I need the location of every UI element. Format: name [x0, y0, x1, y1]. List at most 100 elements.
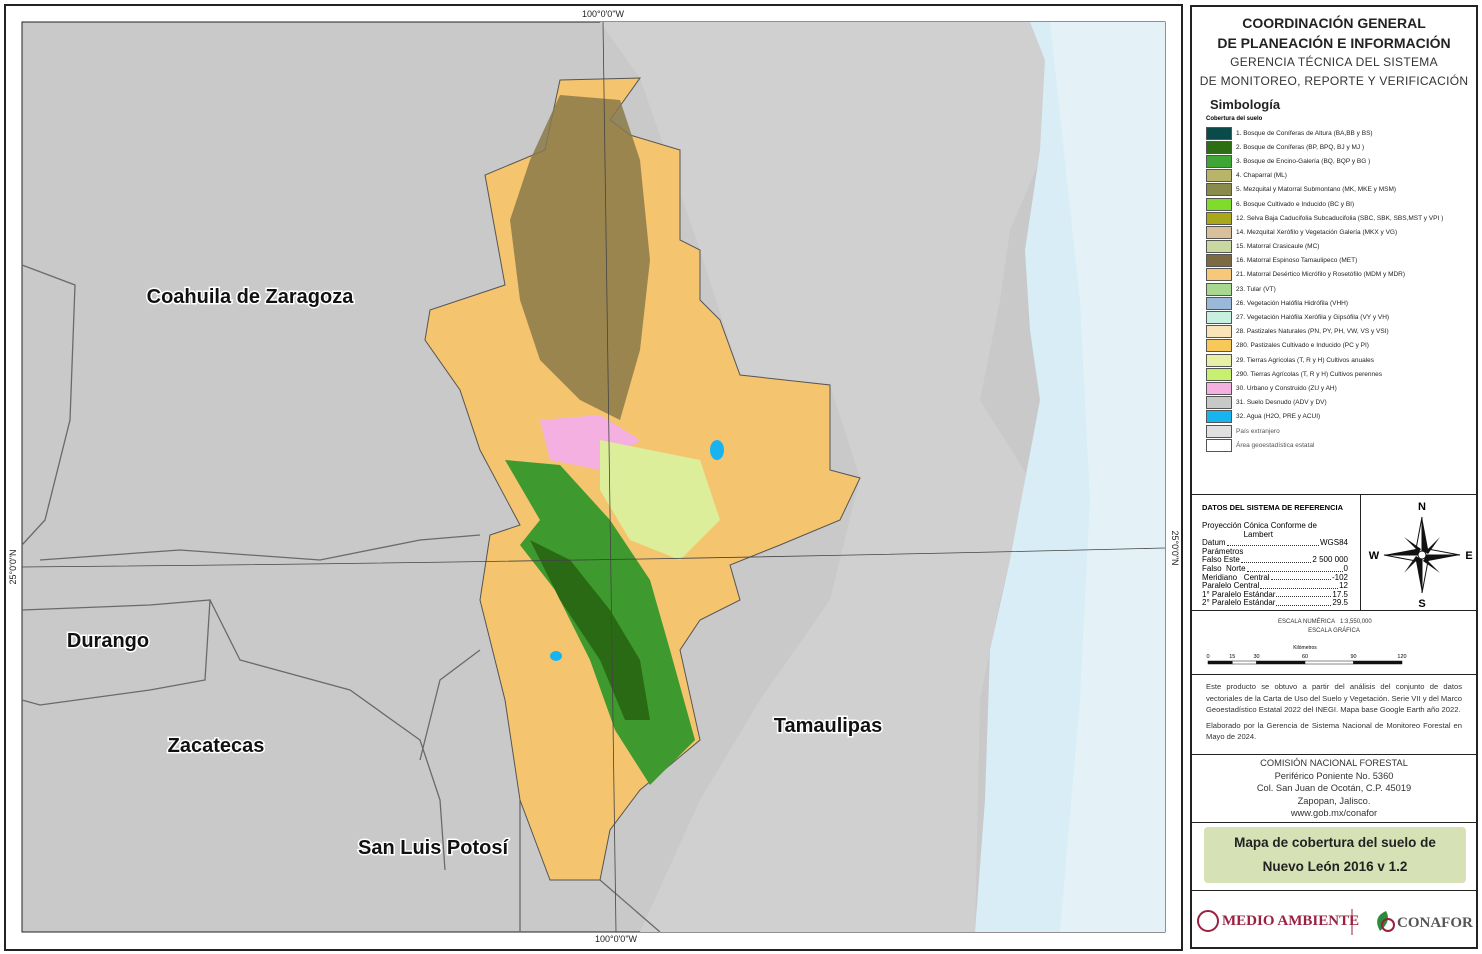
reference-label: Meridiano Central [1202, 572, 1270, 582]
state-label: San Luis Potosí [358, 837, 509, 859]
matorral-patch [510, 95, 650, 420]
reference-value: 0 [1343, 563, 1348, 573]
legend-item: 280. Pastizales Cultivado e Inducido (PC… [1206, 339, 1476, 353]
legend-swatch [1206, 311, 1232, 325]
notes-section: Este producto se obtuvo a partir del aná… [1192, 675, 1476, 755]
legend-swatch [1206, 438, 1232, 452]
reference-label: Falso Norte [1202, 563, 1246, 573]
legend-swatch [1206, 183, 1232, 197]
reference-value: 2 500 000 [1312, 555, 1348, 565]
reference-label: Proyección [1202, 521, 1242, 530]
leader [1260, 582, 1339, 589]
scale-segment [1207, 660, 1233, 665]
legend-item: 2. Bosque de Coníferas (BP, BPQ, BJ y MJ… [1206, 140, 1476, 154]
map-title: Mapa de cobertura del suelo de Nuevo Leó… [1204, 827, 1466, 883]
legend-swatch [1206, 367, 1232, 381]
grid-labels: 100°0'0"W 100°0'0"W 25°0'0"N 25°0'0"N [8, 9, 1180, 944]
legend-swatch [1206, 254, 1232, 268]
legend-item: 6. Bosque Cultivado e Inducido (BC y BI) [1206, 197, 1476, 211]
scale-tick-label: 0 [1206, 654, 1209, 660]
legend-item: 14. Mezquital Xerófilo y Vegetación Gale… [1206, 225, 1476, 239]
compass-n: N [1418, 501, 1426, 513]
legend-item: 23. Tular (VT) [1206, 282, 1476, 296]
legend-item: 16. Matorral Espinoso Tamaulipeco (MET) [1206, 254, 1476, 268]
leader [1240, 556, 1312, 563]
legend-swatch [1206, 240, 1232, 254]
scale-tick-label: 120 [1397, 654, 1406, 660]
reference-value: -102 [1331, 572, 1348, 582]
leader [1276, 599, 1332, 606]
scale-tick-label: 90 [1350, 654, 1356, 660]
scale-graphic-label: ESCALA GRÁFICA [1308, 628, 1360, 634]
legend-label: 290. Tierras Agrícolas (T, R y H) Cultiv… [1236, 370, 1382, 378]
reference-label: Parámetros [1202, 546, 1244, 556]
legend-item: 12. Selva Baja Caducifolia Subcaducifoli… [1206, 211, 1476, 225]
legend-label: 12. Selva Baja Caducifolia Subcaducifoli… [1236, 214, 1444, 222]
legend-label: 6. Bosque Cultivado e Inducido (BC y BI) [1236, 200, 1355, 208]
address-line: COMISIÓN NACIONAL FORESTAL [1260, 758, 1408, 768]
compass-w: W [1369, 550, 1380, 562]
grid-label: 25°0'0"N [8, 549, 18, 584]
legend-subtitle: Cobertura del suelo [1206, 116, 1263, 122]
header: COORDINACIÓN GENERAL DE PLANEACIÓN E INF… [1192, 13, 1476, 91]
legend-label: 4. Chaparral (ML) [1236, 172, 1287, 180]
reference-value: 17.5 [1332, 589, 1348, 599]
reference-value: 29.5 [1332, 598, 1348, 608]
reference-row: 2° Paralelo Estándar 29.5 [1202, 599, 1348, 608]
legend-item: 290. Tierras Agrícolas (T, R y H) Cultiv… [1206, 367, 1476, 381]
scale-segment [1304, 660, 1354, 665]
legend-item: País extranjero [1206, 424, 1476, 438]
title-line: Nuevo León 2016 v 1.2 [1262, 859, 1408, 874]
legend-swatch [1206, 296, 1232, 310]
tamaulipas [600, 22, 1165, 932]
legend-item: 29. Tierras Agrícolas (T, R y H) Cultivo… [1206, 353, 1476, 367]
grid-label: 100°0'0"W [595, 934, 638, 944]
reference-value: Cónica Conforme de Lambert [1243, 521, 1317, 539]
agri-patch [600, 440, 720, 560]
legend-swatch [1206, 410, 1232, 424]
reference-row: Paralelo Central 12 [1202, 582, 1348, 591]
state-labels: Coahuila de Zaragoza Durango Zacatecas S… [65, 285, 883, 861]
legend-label: 14. Mezquital Xerófilo y Vegetación Gale… [1236, 228, 1398, 236]
compass-s: S [1418, 598, 1425, 609]
grid-label: 100°0'0"W [582, 9, 625, 19]
legend-label: 5. Mezquital y Matorral Submontano (MK, … [1236, 186, 1397, 194]
legend-item: 5. Mezquital y Matorral Submontano (MK, … [1206, 183, 1476, 197]
title-section: Mapa de cobertura del suelo de Nuevo Leó… [1192, 823, 1476, 891]
reference-value: WGS84 [1319, 538, 1348, 548]
legend-label: Área geoestadística estatal [1236, 441, 1315, 449]
scale-tick-label: 60 [1302, 654, 1308, 660]
compass-e: E [1465, 550, 1472, 562]
reference-row: 1° Paralelo Estándar 17.5 [1202, 589, 1348, 600]
legend: 1. Bosque de Coníferas de Altura (BA,BB … [1192, 126, 1476, 452]
deep-sea [1050, 22, 1165, 932]
legend-swatch [1206, 396, 1232, 410]
legend-swatch [1206, 424, 1232, 438]
scale-numeric-label: ESCALA NUMÉRICA [1278, 619, 1336, 625]
legend-item: 28. Pastizales Naturales (PN, PY, PH, VW… [1206, 325, 1476, 339]
address-section: COMISIÓN NACIONAL FORESTAL Periférico Pon… [1192, 755, 1476, 823]
reference-rows: Proyección Cónica Conforme de Lambert Datu… [1202, 521, 1476, 608]
compass: N S E W [1369, 501, 1473, 609]
scale-segment [1232, 660, 1257, 665]
legend-item: 27. Vegetación Halófila Xerófila y Gipsó… [1206, 310, 1476, 325]
reference-section: DATOS DEL SISTEMA DE REFERENCIA Proyecci… [1192, 495, 1476, 611]
reference-label: 2° Paralelo Estándar [1202, 598, 1276, 608]
state-label: Durango [67, 630, 149, 652]
legend-label: 32. Agua (H2O, PRE y ACUI) [1236, 413, 1321, 421]
legend-label: 21. Matorral Desértico Micrófilo y Roset… [1236, 271, 1406, 279]
state-label: Zacatecas [168, 735, 265, 757]
leader [1270, 574, 1331, 581]
legend-label: 27. Vegetación Halófila Xerófila y Gipsó… [1236, 314, 1390, 322]
address-line: www.gob.mx/conafor [1290, 808, 1378, 819]
legend-label: 3. Bosque de Encino-Galería (BQ, BQP y B… [1236, 157, 1371, 165]
water [710, 440, 724, 460]
legend-label: 1. Bosque de Coníferas de Altura (BA,BB … [1236, 129, 1373, 137]
header-line: DE PLANEACIÓN E INFORMACIÓN [1217, 35, 1451, 51]
legend-title: Simbología [1210, 97, 1281, 112]
water [550, 651, 562, 661]
logo-text: MEDIO AMBIENTE [1222, 913, 1359, 929]
legend-item: 31. Suelo Desnudo (ADV y DV) [1206, 396, 1476, 410]
legend-label: 280. Pastizales Cultivado e Inducido (PC… [1236, 342, 1369, 350]
logo-art: MEDIO AMBIENTE CONAFOR [1197, 909, 1473, 935]
